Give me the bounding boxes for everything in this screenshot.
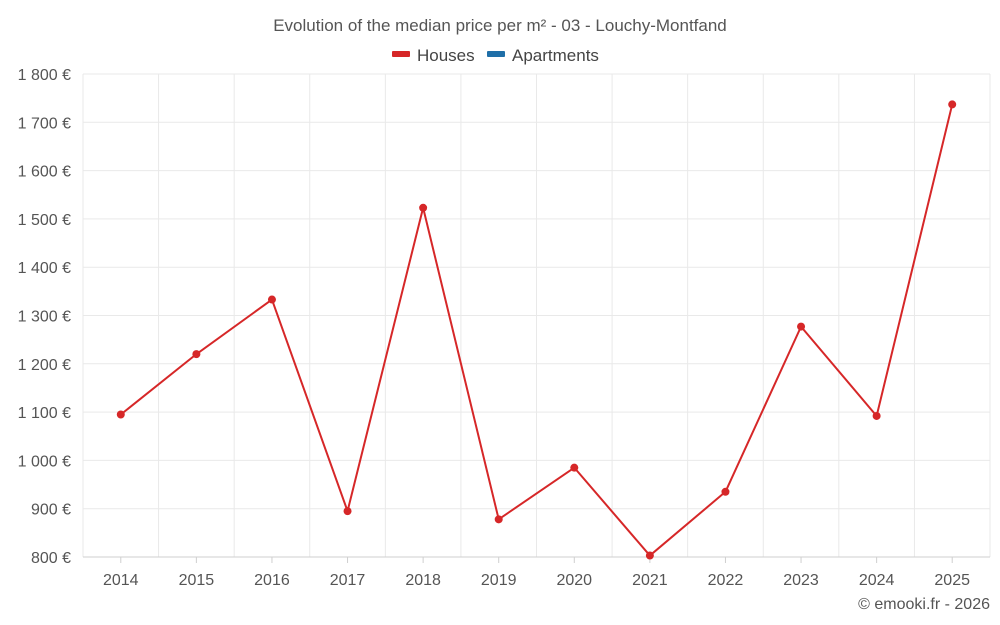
y-tick-label: 1 100 € — [18, 405, 71, 422]
y-tick-label: 1 200 € — [18, 357, 71, 374]
x-tick-label: 2014 — [103, 572, 139, 589]
y-tick-label: 1 500 € — [18, 212, 71, 229]
data-point-houses-2016 — [267, 295, 276, 304]
credit-text: © emooki.fr - 2026 — [858, 596, 990, 613]
legend-swatch-houses — [392, 51, 410, 57]
grid — [82, 73, 991, 557]
data-point-houses-2022 — [721, 487, 730, 496]
x-tick-label: 2019 — [481, 572, 517, 589]
chart-title: Evolution of the median price per m² - 0… — [273, 16, 727, 35]
data-point-houses-2025 — [948, 100, 957, 109]
x-tick-label: 2023 — [783, 572, 819, 589]
y-tick-label: 1 800 € — [18, 67, 71, 84]
data-point-houses-2021 — [645, 551, 654, 560]
data-point-houses-2019 — [494, 515, 503, 524]
series-line-houses — [120, 104, 954, 557]
y-tick-label: 800 € — [31, 550, 71, 567]
data-point-houses-2015 — [192, 350, 201, 359]
data-point-houses-2014 — [116, 410, 125, 419]
y-tick-label: 1 400 € — [18, 260, 71, 277]
x-tick-label: 2024 — [859, 572, 895, 589]
series — [116, 100, 957, 560]
x-tick-label: 2016 — [254, 572, 290, 589]
y-tick-label: 1 300 € — [18, 309, 71, 326]
x-tick-label: 2017 — [330, 572, 366, 589]
y-tick-label: 900 € — [31, 502, 71, 519]
data-point-houses-2024 — [872, 411, 881, 420]
x-tick-label: 2022 — [708, 572, 744, 589]
y-tick-label: 1 000 € — [18, 453, 71, 470]
x-tick-label: 2015 — [179, 572, 215, 589]
data-point-houses-2023 — [797, 322, 806, 331]
axes: 800 € 900 € 1 000 € 1 100 € 1 200 € 1 300 € 1 … — [18, 67, 990, 589]
legend: Houses Apartments — [392, 46, 599, 65]
x-tick-label: 2021 — [632, 572, 668, 589]
x-tick-label: 2020 — [556, 572, 592, 589]
legend-label-houses: Houses — [417, 46, 475, 65]
legend-label-apartments: Apartments — [512, 46, 599, 65]
data-point-houses-2020 — [570, 463, 579, 472]
y-tick-label: 1 700 € — [18, 115, 71, 132]
data-point-houses-2017 — [343, 507, 352, 516]
x-tick-label: 2025 — [934, 572, 970, 589]
y-tick-label: 1 600 € — [18, 164, 71, 181]
data-point-houses-2018 — [419, 203, 428, 212]
x-tick-label: 2018 — [405, 572, 441, 589]
legend-swatch-apartments — [487, 51, 505, 57]
